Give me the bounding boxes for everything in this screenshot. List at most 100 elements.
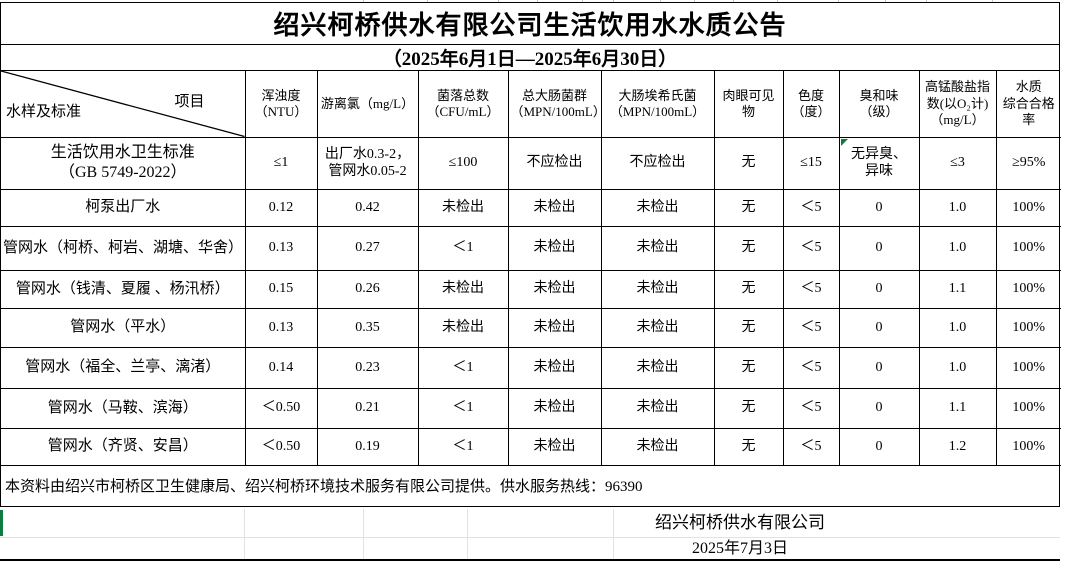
value-cell[interactable]: 0 <box>838 427 920 466</box>
value-cell[interactable]: ＜5 <box>782 427 840 466</box>
date-range-subtitle[interactable]: （2025年6月1日—2025年6月30日） <box>1 45 1059 71</box>
value-cell[interactable]: 未检出 <box>417 307 509 348</box>
value-cell[interactable]: 不应检出 <box>507 136 602 190</box>
row-label[interactable]: 柯泵出厂水 <box>1 188 246 227</box>
value-cell[interactable]: 1.0 <box>918 346 997 389</box>
value-cell[interactable]: 0 <box>838 307 920 348</box>
value-cell[interactable]: 100% <box>995 188 1061 227</box>
row-label[interactable]: 管网水（平水） <box>1 307 246 348</box>
value-cell[interactable]: 1.0 <box>918 188 997 227</box>
value-cell[interactable]: 1.1 <box>918 387 997 429</box>
value-cell[interactable]: 未检出 <box>600 269 715 309</box>
col-header-odor[interactable]: 臭和味 （级） <box>838 71 920 138</box>
value-cell[interactable]: 100% <box>995 346 1061 389</box>
value-cell[interactable]: 0.35 <box>316 307 419 348</box>
value-cell[interactable]: 0.27 <box>316 225 419 271</box>
row-label[interactable]: 管网水（齐贤、安昌） <box>1 427 246 466</box>
value-cell[interactable]: ＜5 <box>782 387 840 429</box>
value-cell[interactable]: 无 <box>713 307 784 348</box>
col-header-pass-rate[interactable]: 水质 综合合格率 <box>995 71 1061 138</box>
value-cell[interactable]: 无 <box>713 136 784 190</box>
value-cell[interactable]: 1.1 <box>918 269 997 309</box>
col-header-permanganate-index[interactable]: 高锰酸盐指数(以O₂计) （mg/L） <box>918 71 997 138</box>
value-cell[interactable]: 未检出 <box>507 269 602 309</box>
col-header-total-bacteria[interactable]: 菌落总数 （CFU/mL） <box>417 71 509 138</box>
value-cell[interactable]: 1.0 <box>918 307 997 348</box>
value-cell[interactable]: 未检出 <box>417 269 509 309</box>
value-cell[interactable]: 0.15 <box>244 269 318 309</box>
value-cell[interactable]: ＜0.50 <box>244 427 318 466</box>
value-cell[interactable]: ＜1 <box>417 346 509 389</box>
row-label[interactable]: 管网水（柯桥、柯岩、湖塘、华舍） <box>1 225 246 271</box>
value-cell[interactable]: 未检出 <box>600 225 715 271</box>
col-header-free-chlorine[interactable]: 游离氯（mg/L） <box>316 71 419 138</box>
col-header-visible-matter[interactable]: 肉眼可见物 <box>713 71 784 138</box>
value-cell[interactable]: 0 <box>838 188 920 227</box>
value-cell[interactable]: 未检出 <box>507 307 602 348</box>
value-cell[interactable]: ＜5 <box>782 269 840 309</box>
value-cell[interactable]: 未检出 <box>507 225 602 271</box>
value-cell[interactable]: 出厂水0.3-2， 管网水0.05-2 <box>316 136 419 190</box>
value-cell[interactable]: ≤100 <box>417 136 509 190</box>
value-cell[interactable]: 0 <box>838 269 920 309</box>
value-cell[interactable]: 0.42 <box>316 188 419 227</box>
corner-cell[interactable]: 水样及标准 项目 <box>1 71 246 138</box>
value-cell[interactable]: 0.14 <box>244 346 318 389</box>
value-cell[interactable]: 100% <box>995 307 1061 348</box>
value-cell[interactable]: 未检出 <box>600 387 715 429</box>
value-cell[interactable]: ≥95% <box>995 136 1061 190</box>
col-header-ecoli[interactable]: 大肠埃希氏菌 （MPN/100mL） <box>600 71 715 138</box>
footer-note[interactable]: 本资料由绍兴市柯桥区卫生健康局、绍兴柯桥环境技术服务有限公司提供。供水服务热线：… <box>5 479 643 495</box>
value-cell[interactable]: 未检出 <box>600 427 715 466</box>
value-cell[interactable]: 0.13 <box>244 225 318 271</box>
value-cell[interactable]: ＜5 <box>782 346 840 389</box>
value-cell[interactable]: 无 <box>713 269 784 309</box>
value-cell[interactable]: ≤3 <box>918 136 997 190</box>
value-cell[interactable]: 不应检出 <box>600 136 715 190</box>
value-cell[interactable]: 0.19 <box>316 427 419 466</box>
value-cell[interactable]: 1.2 <box>918 427 997 466</box>
col-header-total-coliform[interactable]: 总大肠菌群 （MPN/100mL） <box>507 71 602 138</box>
value-cell[interactable]: 未检出 <box>600 307 715 348</box>
value-cell[interactable]: 0.23 <box>316 346 419 389</box>
value-cell[interactable]: 100% <box>995 225 1061 271</box>
value-cell[interactable]: 未检出 <box>507 387 602 429</box>
value-cell[interactable]: 100% <box>995 269 1061 309</box>
value-cell[interactable]: 0.13 <box>244 307 318 348</box>
value-cell[interactable]: 0 <box>838 225 920 271</box>
value-cell[interactable]: 未检出 <box>507 346 602 389</box>
value-cell[interactable]: ≤15 <box>782 136 840 190</box>
value-cell[interactable]: 无 <box>713 225 784 271</box>
page-title[interactable]: 绍兴柯桥供水有限公司生活饮用水水质公告 <box>1 3 1059 45</box>
value-cell[interactable]: ＜5 <box>782 188 840 227</box>
col-header-turbidity[interactable]: 浑浊度 （NTU） <box>244 71 318 138</box>
value-cell[interactable]: 未检出 <box>507 188 602 227</box>
value-cell[interactable]: 未检出 <box>507 427 602 466</box>
value-cell[interactable]: ＜1 <box>417 225 509 271</box>
company-signature[interactable]: 绍兴柯桥供水有限公司 <box>655 513 825 532</box>
value-cell[interactable]: 1.0 <box>918 225 997 271</box>
col-header-color-degree[interactable]: 色度 （度） <box>782 71 840 138</box>
row-label[interactable]: 管网水（马鞍、滨海） <box>1 387 246 429</box>
row-label[interactable]: 生活饮用水卫生标准 （GB 5749-2022） <box>1 136 246 190</box>
row-label[interactable]: 管网水（福全、兰亭、漓渚） <box>1 346 246 389</box>
value-cell[interactable]: 无异臭、 异味 <box>838 136 920 190</box>
value-cell[interactable]: ＜5 <box>782 225 840 271</box>
value-cell[interactable]: 0 <box>838 387 920 429</box>
value-cell[interactable]: 无 <box>713 387 784 429</box>
value-cell[interactable]: 0 <box>838 346 920 389</box>
value-cell[interactable]: 无 <box>713 427 784 466</box>
value-cell[interactable]: 100% <box>995 427 1061 466</box>
row-label[interactable]: 管网水（钱清、夏履 、杨汛桥） <box>1 269 246 309</box>
value-cell[interactable]: 未检出 <box>417 188 509 227</box>
value-cell[interactable]: 无 <box>713 346 784 389</box>
value-cell[interactable]: 无 <box>713 188 784 227</box>
value-cell[interactable]: ＜1 <box>417 427 509 466</box>
announcement-date[interactable]: 2025年7月3日 <box>691 540 788 557</box>
value-cell[interactable]: ＜0.50 <box>244 387 318 429</box>
value-cell[interactable]: 0.21 <box>316 387 419 429</box>
value-cell[interactable]: 0.26 <box>316 269 419 309</box>
value-cell[interactable]: 100% <box>995 387 1061 429</box>
value-cell[interactable]: 未检出 <box>600 346 715 389</box>
value-cell[interactable]: ＜5 <box>782 307 840 348</box>
